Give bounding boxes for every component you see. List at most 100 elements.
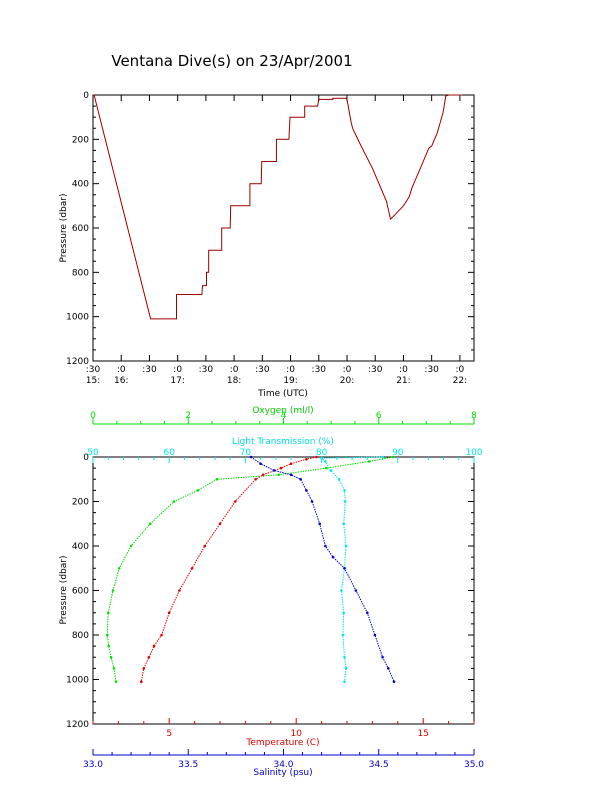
- light-transmission-data-point: [342, 611, 346, 615]
- light-transmission-data-point: [341, 633, 345, 637]
- salinity-tick-label: 34.5: [369, 760, 389, 770]
- x-tick-minute-label: :0: [117, 365, 126, 375]
- salinity-data-point: [381, 656, 384, 659]
- y-tick-label: 0: [83, 91, 89, 101]
- y-tick-label: 800: [72, 268, 89, 278]
- oxygen-data-point: [277, 473, 281, 477]
- y-tick-label: 1000: [66, 676, 89, 686]
- profile-series: [106, 455, 396, 683]
- pressure-trace-line: [93, 94, 463, 320]
- time-pressure-series: [93, 94, 463, 320]
- oxygen-data-point: [106, 611, 110, 615]
- salinity-data-point: [343, 567, 346, 570]
- light-transmission-data-point: [340, 589, 343, 592]
- x-tick-minute-label: :0: [230, 365, 239, 375]
- figure-title: Ventana Dive(s) on 23/Apr/2001: [111, 52, 352, 70]
- light-transmission-axis-label: Light Transmission (%): [232, 437, 334, 447]
- x-tick-minute-label: :0: [399, 365, 408, 375]
- salinity-data-point: [259, 462, 262, 466]
- temperature-data-point: [167, 611, 171, 615]
- oxygen-tick-label: 4: [281, 411, 287, 421]
- oxygen-data-point: [325, 466, 328, 470]
- oxygen-data-point: [117, 567, 121, 570]
- light-transmission-data-point: [343, 500, 347, 503]
- salinity-tick-label: 33.0: [83, 760, 103, 770]
- x-tick-minute-label: :0: [456, 365, 465, 375]
- temperature-axis-label: Temperature (C): [245, 738, 319, 748]
- salinity-data-point: [272, 469, 276, 472]
- light-transmission-data-point: [344, 667, 348, 670]
- salinity-tick-label: 33.5: [178, 760, 198, 770]
- light-transmission-tick-label: 50: [87, 448, 99, 458]
- x-tick-minute-label: :0: [286, 365, 295, 375]
- y-tick-label: 600: [72, 224, 89, 234]
- x-tick-minute-label: :30: [255, 365, 270, 375]
- light-transmission-data-point: [343, 489, 346, 492]
- oxygen-data-point: [109, 656, 113, 659]
- x-tick-hour-label: 15:: [86, 376, 100, 386]
- x-tick-hour-label: 16:: [114, 376, 128, 386]
- time-axis-label: Time (UTC): [257, 389, 308, 399]
- light-transmission-tick-label: 60: [163, 448, 175, 458]
- oxygen-tick-label: 8: [471, 411, 477, 421]
- oxygen-tick-label: 0: [90, 411, 96, 421]
- temperature-data-point: [152, 644, 156, 648]
- oxygen-data-point: [391, 455, 395, 459]
- oxygen-data-point: [367, 460, 371, 463]
- salinity-tick-label: 34.0: [273, 760, 293, 770]
- salinity-data-point: [354, 589, 358, 592]
- temperature-data-point: [254, 478, 257, 481]
- y-tick-label: 400: [72, 180, 89, 190]
- oxygen-data-point: [196, 489, 200, 492]
- temperature-data-point: [218, 522, 222, 526]
- temperature-data-point: [190, 567, 194, 570]
- temperature-data-point: [140, 680, 143, 683]
- temperature-tick-label: 10: [290, 729, 302, 739]
- temperature-tick-label: 15: [417, 729, 428, 739]
- light-transmission-tick-label: 80: [316, 448, 328, 458]
- pressure-trace-shadow: [93, 94, 463, 320]
- salinity-profile-line: [250, 456, 395, 682]
- x-tick-minute-label: :0: [343, 365, 352, 375]
- y-tick-label: 1200: [66, 720, 89, 730]
- light-transmission-tick-label: 70: [240, 448, 252, 458]
- x-tick-hour-label: 19:: [283, 376, 297, 386]
- light-transmission-tick-label: 100: [465, 448, 482, 458]
- light-transmission-profile-line: [320, 456, 383, 682]
- x-tick-minute-label: :0: [173, 365, 182, 375]
- x-tick-minute-label: :30: [142, 365, 157, 375]
- temperature-data-point: [160, 633, 163, 637]
- oxygen-data-point: [107, 644, 110, 648]
- x-tick-minute-label: :30: [424, 365, 439, 375]
- x-tick-minute-label: :30: [199, 365, 214, 375]
- profile-chart: 0 200 400 600 800 1000 1200 0 2 4 6 8 50 60 70 80 90 100 5…: [59, 406, 484, 778]
- x-tick-hour-label: 18:: [227, 376, 241, 386]
- oxygen-data-point: [215, 478, 219, 481]
- x-tick-minute-label: :30: [312, 365, 327, 375]
- temperature-data-point: [142, 667, 146, 670]
- x-tick-minute-label: :30: [86, 365, 101, 375]
- y-tick-label: 600: [72, 587, 89, 597]
- oxygen-data-point: [111, 589, 115, 592]
- x-tick-hour-label: 17:: [170, 376, 184, 386]
- salinity-data-point: [249, 455, 253, 459]
- temperature-data-point: [203, 544, 207, 548]
- oxygen-data-point: [114, 680, 118, 683]
- y-tick-label: 0: [83, 453, 89, 463]
- temperature-data-point: [261, 473, 265, 477]
- salinity-data-point: [331, 555, 335, 559]
- y-tick-label: 1200: [66, 357, 89, 367]
- salinity-data-point: [387, 667, 390, 670]
- salinity-data-point: [366, 611, 369, 615]
- y-tick-label: 400: [72, 542, 89, 552]
- x-tick-hour-label: 21:: [396, 376, 410, 386]
- salinity-data-point: [310, 500, 314, 503]
- oxygen-tick-label: 6: [376, 411, 382, 421]
- light-transmission-data-point: [344, 544, 348, 548]
- light-transmission-data-point: [329, 469, 333, 472]
- temperature-data-point: [233, 500, 237, 503]
- oxygen-data-point: [106, 633, 109, 637]
- y-tick-label: 1000: [66, 313, 89, 323]
- y-tick-label: 200: [72, 498, 89, 508]
- temperature-tick-label: 5: [166, 729, 172, 739]
